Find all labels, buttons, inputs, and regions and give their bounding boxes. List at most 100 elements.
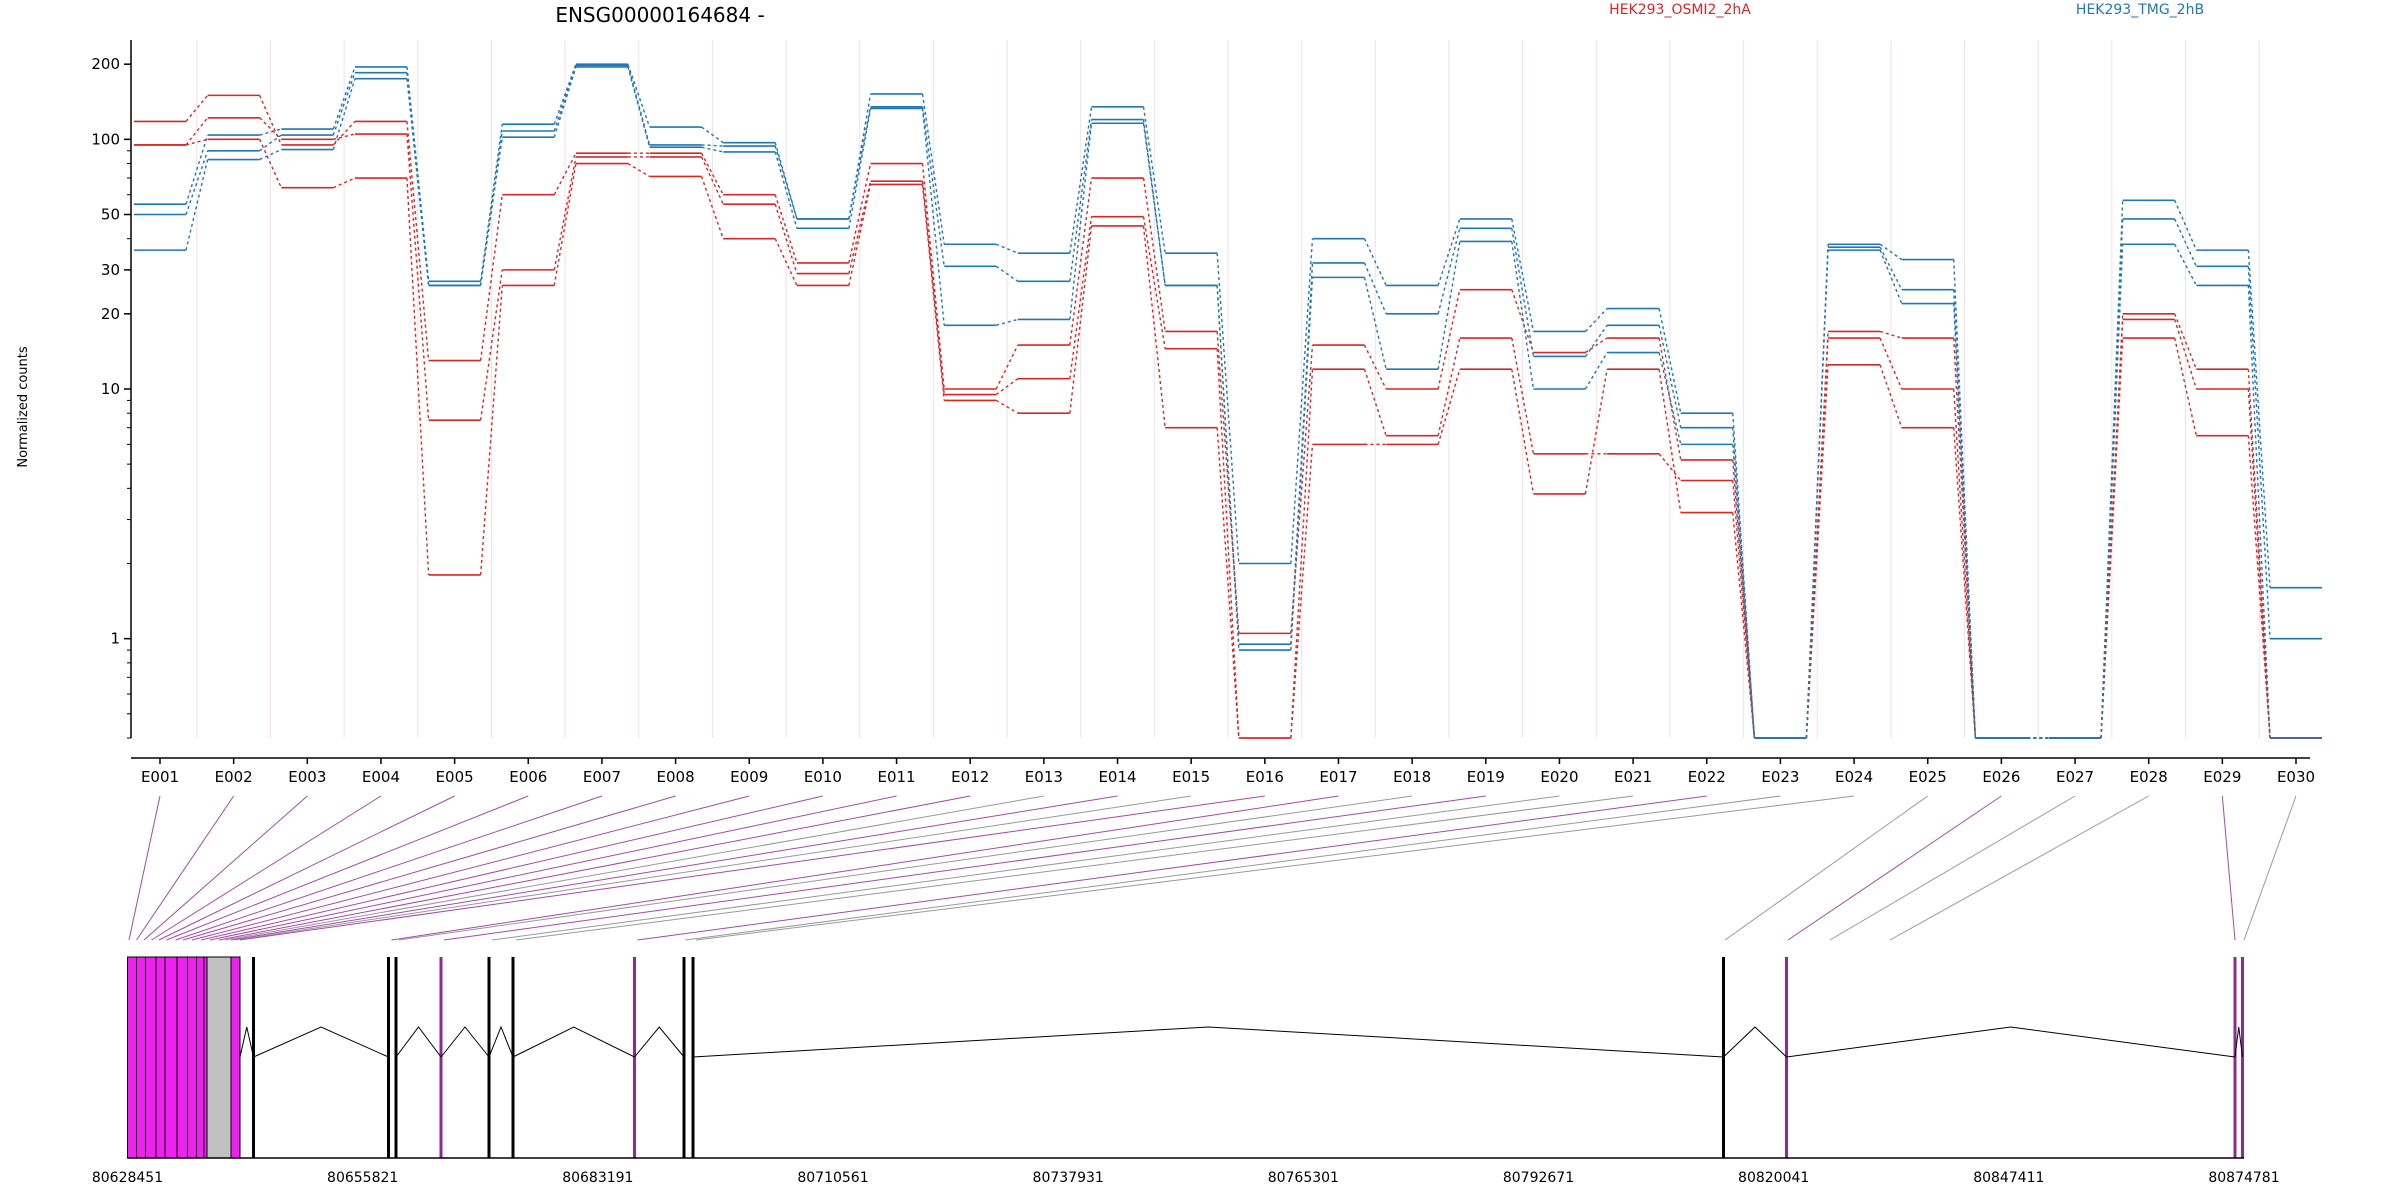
chart-title: ENSG00000164684 - <box>555 3 764 27</box>
exon-connector <box>158 795 455 941</box>
series-connector <box>1290 277 1314 651</box>
series-connector <box>2174 218 2197 267</box>
series-connector <box>1511 241 1535 390</box>
series-connector <box>1953 388 1977 739</box>
exon-connector <box>491 795 1560 941</box>
exon-connector <box>209 795 897 941</box>
series-connector <box>995 399 1019 414</box>
exon-block <box>387 957 390 1158</box>
series-connector <box>1805 364 1829 739</box>
exon-connector <box>235 795 1192 941</box>
series-connector <box>921 184 945 401</box>
x-tick-label: E002 <box>215 768 253 786</box>
exon-connector <box>200 795 824 941</box>
series-connector <box>406 177 430 575</box>
exon-block <box>252 957 255 1158</box>
x-tick-label: E029 <box>2203 768 2241 786</box>
series-connector <box>1953 259 1977 739</box>
intron-line <box>239 1026 254 1058</box>
series-connector <box>259 117 282 140</box>
coordinate-tick-label: 80710561 <box>797 1170 868 1186</box>
series-connector <box>1732 480 1756 739</box>
series-connector <box>1879 249 1903 304</box>
exon-connector <box>515 795 1634 941</box>
series-connector <box>1290 262 1314 645</box>
x-tick-label: E015 <box>1172 768 1210 786</box>
series-connector <box>333 133 356 141</box>
exon-connector <box>151 795 382 941</box>
x-tick-label: E010 <box>804 768 842 786</box>
series-connector <box>1437 369 1461 445</box>
series-connector <box>1511 218 1535 332</box>
series-connector <box>185 134 209 205</box>
series-connector <box>701 144 724 147</box>
intron-line <box>692 1026 1724 1058</box>
series-connector <box>553 152 577 196</box>
series-connector <box>995 243 1019 254</box>
coordinate-tick-label: 80874781 <box>2208 1170 2279 1186</box>
series-connector <box>479 137 503 286</box>
gene-model-track <box>127 956 2244 1159</box>
exon-connector <box>637 795 1707 941</box>
x-axis: E001 E002 E003 E004 E005 E006 E007 E008 E009 E010… <box>131 757 2315 786</box>
series-connector <box>1363 344 1387 390</box>
series-connector <box>921 106 945 267</box>
series-connector <box>1879 364 1903 428</box>
series-connector <box>1437 228 1461 315</box>
series-connector <box>2174 337 2198 436</box>
series-connector <box>2247 250 2271 588</box>
x-tick-label: E030 <box>2277 768 2315 786</box>
y-tick-label: 200 <box>91 55 120 73</box>
genomic-coordinate-axis: 80628451 80655821 80683191 80710561 80737931… <box>92 1157 2280 1186</box>
x-tick-label: E020 <box>1540 768 1578 786</box>
series-connector <box>921 163 945 390</box>
coordinate-tick-label: 80765301 <box>1268 1170 1339 1186</box>
y-tick-label: 100 <box>91 130 120 148</box>
series-connector <box>1069 177 1093 346</box>
series-connector <box>1290 444 1314 739</box>
series-connector <box>1142 225 1166 428</box>
series-connector <box>259 139 282 189</box>
exon-connector <box>1829 795 2076 941</box>
series-connector <box>2247 266 2271 639</box>
series-connector <box>1069 225 1093 414</box>
y-tick-label: 50 <box>101 206 120 224</box>
series-connector <box>1953 303 1977 739</box>
x-tick-label: E012 <box>951 768 989 786</box>
coordinate-tick-label: 80820041 <box>1738 1170 1809 1186</box>
x-tick-label: E023 <box>1761 768 1799 786</box>
exon-connector <box>218 795 971 941</box>
x-tick-label: E022 <box>1688 768 1726 786</box>
series-connector <box>848 108 872 229</box>
series-connector <box>627 63 651 128</box>
x-tick-label: E001 <box>141 768 179 786</box>
series-connector <box>2174 243 2197 286</box>
x-tick-label: E005 <box>436 768 474 786</box>
series-connector <box>1437 337 1461 436</box>
series-connector <box>185 150 209 215</box>
series-lines <box>134 63 2322 739</box>
series-connector <box>2247 435 2271 739</box>
x-tick-label: E004 <box>362 768 400 786</box>
x-tick-label: E013 <box>1025 768 1063 786</box>
x-tick-label: E014 <box>1098 768 1136 786</box>
x-tick-label: E009 <box>730 768 768 786</box>
series-connector <box>332 78 356 150</box>
exon-block <box>511 957 515 1158</box>
series-connector <box>1732 459 1756 739</box>
x-tick-label: E016 <box>1246 768 1284 786</box>
x-tick-label: E006 <box>509 768 547 786</box>
intron-line <box>634 1026 685 1058</box>
series-connector <box>1216 253 1240 564</box>
series-connector <box>1584 324 1608 357</box>
series-connector <box>1879 246 1903 290</box>
series-connector <box>1658 352 1682 445</box>
exon-block <box>2233 957 2237 1158</box>
exon-block <box>487 957 491 1158</box>
series-connector <box>1879 243 1903 261</box>
exon-block <box>633 957 636 1158</box>
series-connector <box>2174 313 2197 370</box>
intron-line <box>253 1026 389 1058</box>
coordinate-tick-label: 80792671 <box>1503 1170 1574 1186</box>
